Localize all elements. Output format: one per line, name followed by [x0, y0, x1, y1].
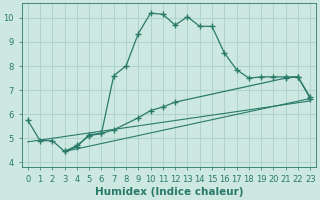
X-axis label: Humidex (Indice chaleur): Humidex (Indice chaleur) — [95, 187, 243, 197]
